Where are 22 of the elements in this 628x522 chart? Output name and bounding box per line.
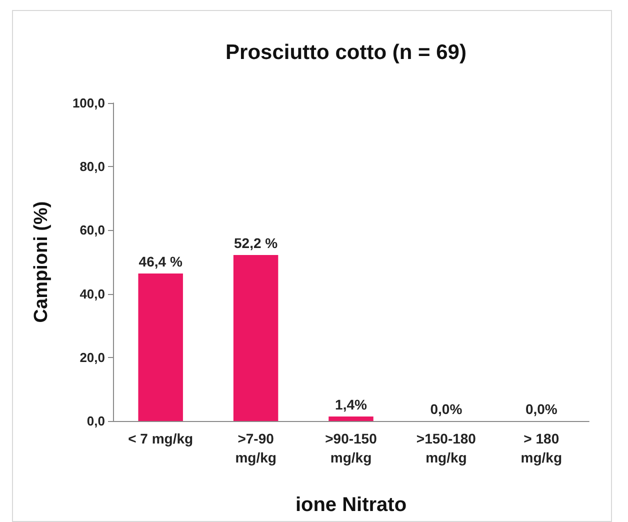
bar <box>233 255 278 421</box>
y-tick-label: 0,0 <box>86 414 105 428</box>
data-label: 46,4 % <box>138 253 183 270</box>
x-tick-label: < 7 mg/kg <box>128 430 194 446</box>
y-tick-label: 20,0 <box>80 350 105 365</box>
bar <box>138 273 183 421</box>
y-axis-title: Campioni (%) <box>31 201 52 323</box>
bar <box>328 416 374 421</box>
chart-title: Prosciutto cotto (n = 69) <box>226 41 466 64</box>
y-tick-label: 40,0 <box>80 286 105 302</box>
y-tick-label: 60,0 <box>80 222 105 238</box>
data-label: 52,2 % <box>234 235 278 252</box>
data-label: 0,0% <box>525 401 558 417</box>
data-label: 0,0% <box>430 401 463 417</box>
x-tick-label: >150-180 mg/kg <box>416 430 476 466</box>
x-axis-title: ione Nitrato <box>295 494 407 516</box>
data-label: 1,4% <box>335 396 368 413</box>
x-tick-label: > 180 mg/kg <box>520 430 562 466</box>
y-tick-label: 80,0 <box>80 159 105 174</box>
y-tick-label: 100,0 <box>72 96 105 110</box>
x-tick-label: >90-150 mg/kg <box>325 430 378 466</box>
x-tick-label: >7-90 mg/kg <box>235 430 276 466</box>
